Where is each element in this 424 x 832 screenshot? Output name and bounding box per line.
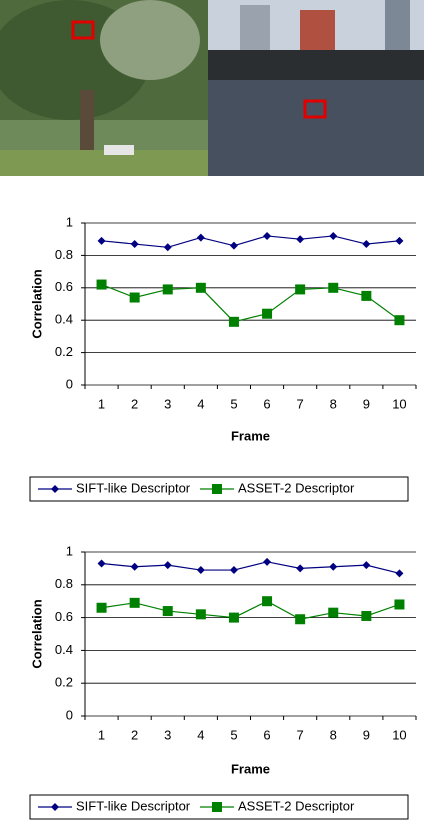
legend-label: SIFT-like Descriptor bbox=[76, 480, 191, 495]
marker bbox=[98, 237, 106, 245]
x-tick-label: 6 bbox=[263, 396, 270, 411]
marker bbox=[295, 614, 305, 624]
legend-label: SIFT-like Descriptor bbox=[76, 798, 191, 813]
y-axis-label: Correlation bbox=[29, 599, 44, 668]
y-tick-label: 1 bbox=[66, 214, 73, 229]
marker bbox=[97, 280, 107, 290]
marker bbox=[361, 291, 371, 301]
marker bbox=[97, 603, 107, 613]
marker bbox=[197, 234, 205, 242]
marker bbox=[212, 802, 222, 812]
marker bbox=[196, 283, 206, 293]
marker bbox=[263, 558, 271, 566]
x-tick-label: 5 bbox=[230, 396, 237, 411]
x-tick-label: 8 bbox=[330, 396, 337, 411]
marker bbox=[262, 309, 272, 319]
x-axis-label: Frame bbox=[231, 428, 270, 443]
marker bbox=[362, 240, 370, 248]
series-line bbox=[102, 285, 400, 322]
marker bbox=[296, 235, 304, 243]
marker bbox=[163, 284, 173, 294]
marker bbox=[394, 599, 404, 609]
marker bbox=[230, 566, 238, 574]
marker bbox=[328, 283, 338, 293]
marker bbox=[51, 485, 59, 493]
y-axis-label: Correlation bbox=[29, 269, 44, 338]
x-tick-label: 10 bbox=[392, 396, 406, 411]
building bbox=[300, 10, 335, 50]
x-tick-label: 10 bbox=[392, 727, 406, 742]
marker bbox=[295, 284, 305, 294]
y-tick-label: 0 bbox=[66, 707, 73, 722]
marker bbox=[395, 569, 403, 577]
y-tick-label: 0 bbox=[66, 376, 73, 391]
marker bbox=[263, 232, 271, 240]
series-line bbox=[102, 236, 400, 247]
y-tick-label: 0.4 bbox=[55, 312, 73, 327]
y-tick-label: 1 bbox=[66, 543, 73, 558]
legend-label: ASSET-2 Descriptor bbox=[238, 480, 355, 495]
x-tick-label: 5 bbox=[230, 727, 237, 742]
figure: 00.20.40.60.8112345678910FrameCorrelatio… bbox=[0, 0, 424, 832]
y-tick-label: 0.2 bbox=[55, 675, 73, 690]
marker bbox=[329, 232, 337, 240]
marker bbox=[98, 559, 106, 567]
y-tick-label: 0.8 bbox=[55, 247, 73, 262]
marker bbox=[229, 613, 239, 623]
x-tick-label: 2 bbox=[131, 396, 138, 411]
marker bbox=[51, 803, 59, 811]
building bbox=[240, 5, 270, 50]
series-line bbox=[102, 601, 400, 619]
x-tick-label: 1 bbox=[98, 727, 105, 742]
x-tick-label: 7 bbox=[297, 396, 304, 411]
x-tick-label: 8 bbox=[330, 727, 337, 742]
photos bbox=[0, 0, 424, 176]
x-tick-label: 6 bbox=[263, 727, 270, 742]
marker bbox=[328, 608, 338, 618]
x-tick-label: 3 bbox=[164, 727, 171, 742]
marker bbox=[329, 563, 337, 571]
x-tick-label: 9 bbox=[363, 727, 370, 742]
marker bbox=[229, 317, 239, 327]
marker bbox=[164, 561, 172, 569]
y-tick-label: 0.6 bbox=[55, 279, 73, 294]
x-axis-label: Frame bbox=[231, 761, 270, 776]
x-tick-label: 3 bbox=[164, 396, 171, 411]
car bbox=[104, 145, 134, 155]
marker bbox=[212, 484, 222, 494]
series-line bbox=[102, 562, 400, 573]
marker bbox=[361, 611, 371, 621]
marker bbox=[230, 242, 238, 250]
marker bbox=[197, 566, 205, 574]
x-tick-label: 4 bbox=[197, 396, 204, 411]
y-tick-label: 0.2 bbox=[55, 344, 73, 359]
marker bbox=[395, 237, 403, 245]
x-tick-label: 7 bbox=[297, 727, 304, 742]
marker bbox=[130, 293, 140, 303]
y-tick-label: 0.8 bbox=[55, 576, 73, 591]
marker bbox=[296, 564, 304, 572]
x-tick-label: 2 bbox=[131, 727, 138, 742]
marker bbox=[130, 598, 140, 608]
marker bbox=[196, 609, 206, 619]
marker bbox=[362, 561, 370, 569]
marker bbox=[131, 240, 139, 248]
building bbox=[385, 0, 410, 50]
marker bbox=[163, 606, 173, 616]
bridge bbox=[208, 50, 424, 80]
x-tick-label: 9 bbox=[363, 396, 370, 411]
y-tick-label: 0.6 bbox=[55, 609, 73, 624]
x-tick-label: 4 bbox=[197, 727, 204, 742]
y-tick-label: 0.4 bbox=[55, 642, 73, 657]
marker bbox=[394, 315, 404, 325]
marker bbox=[262, 596, 272, 606]
marker bbox=[164, 243, 172, 251]
tree-crown bbox=[100, 0, 200, 80]
x-tick-label: 1 bbox=[98, 396, 105, 411]
legend-label: ASSET-2 Descriptor bbox=[238, 798, 355, 813]
marker bbox=[131, 563, 139, 571]
